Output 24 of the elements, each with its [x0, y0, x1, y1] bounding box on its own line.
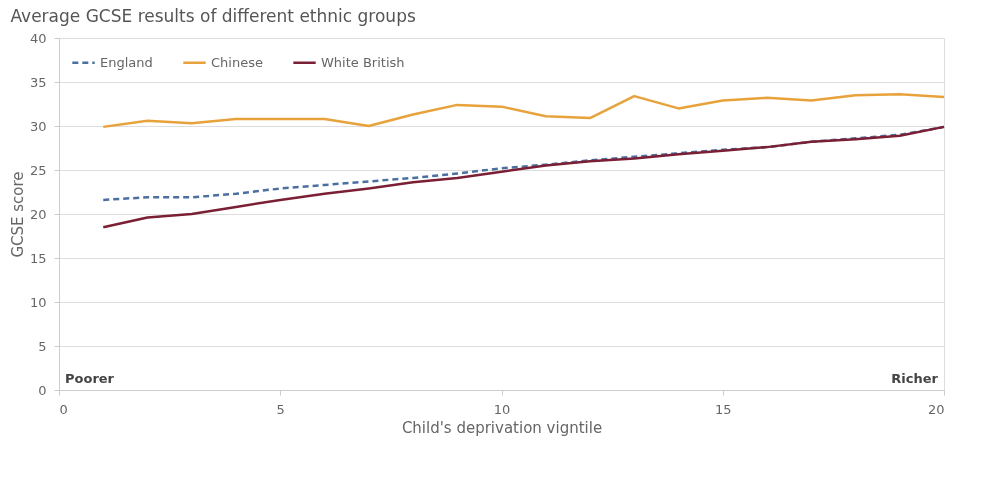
- legend-label: Chinese: [211, 54, 263, 70]
- x-tick-label: 15: [714, 401, 732, 417]
- line-series: [102, 93, 946, 129]
- y-tick-label: 5: [38, 338, 47, 354]
- legend-label: England: [100, 54, 153, 70]
- legend-label: White British: [321, 54, 405, 70]
- y-axis-title: GCSE score: [8, 171, 27, 258]
- y-tick-label: 40: [29, 30, 47, 46]
- y-tick-label: 10: [29, 294, 47, 310]
- y-tick-label: 0: [38, 382, 47, 398]
- x-tick-label: 20: [927, 401, 945, 417]
- line-series: [102, 125, 946, 229]
- x-tick-label: 0: [59, 401, 68, 417]
- annotation: Richer: [891, 371, 939, 386]
- x-tick-label: 5: [276, 401, 285, 417]
- y-tick-label: 20: [29, 206, 47, 222]
- y-tick-label: 15: [29, 250, 47, 266]
- y-tick-label: 25: [29, 162, 47, 178]
- x-axis-title: Child's deprivation vigntile: [401, 418, 603, 437]
- y-tick-label: 35: [29, 74, 47, 90]
- chart-title: Average GCSE results of different ethnic groups: [10, 6, 416, 26]
- x-tick-label: 10: [493, 401, 511, 417]
- y-tick-label: 30: [29, 118, 47, 134]
- annotation: Poorer: [65, 371, 115, 386]
